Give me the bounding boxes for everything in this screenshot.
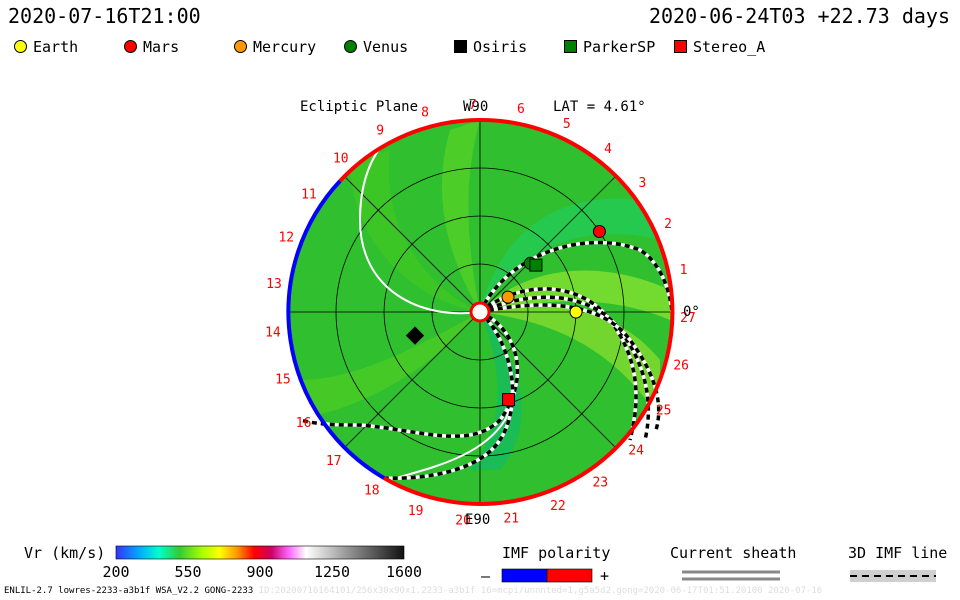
carrington-tick-label: 12 <box>278 230 294 245</box>
run-time-offset: 2020-06-24T03 +22.73 days <box>648 4 950 28</box>
imf-plus-label: + <box>600 567 609 585</box>
legend-label: Mercury <box>253 38 317 56</box>
vr-colorbar <box>115 545 405 560</box>
carrington-tick-label: 18 <box>364 484 380 499</box>
legend-osiris: Osiris <box>454 38 527 56</box>
parkersp-marker-icon <box>564 40 577 53</box>
colorbar-tick-label: 1250 <box>314 563 350 581</box>
run-footer: ENLIL-2.7 lowres-2233-a3b1f WSA_V2.2 GON… <box>4 586 822 596</box>
colorbar-tick-label: 200 <box>102 563 129 581</box>
imf-positive-swatch <box>546 568 593 583</box>
colorbar-tick-label: 900 <box>246 563 273 581</box>
carrington-tick-label: 15 <box>275 373 291 388</box>
carrington-tick-label: 9 <box>376 124 384 139</box>
body-marker-osiris <box>405 326 425 345</box>
edge-positive-polarity <box>338 117 675 506</box>
footer-faint-text: ID:20200716164101/256x30x90x1.2233-a3b1f… <box>258 586 823 596</box>
colorbar-ticks: 200 550 900 1250 1600 <box>102 563 422 581</box>
legend-label: Mars <box>143 38 180 56</box>
legend-label: Earth <box>33 38 79 56</box>
body-marker-stereo-a <box>502 393 515 407</box>
legend-label: Osiris <box>473 38 528 56</box>
body-marker-parkersp <box>529 258 543 272</box>
carrington-tick-label: 25 <box>656 404 672 419</box>
legend-label: Stereo_A <box>693 38 766 56</box>
carrington-tick-label: 8 <box>421 105 429 120</box>
carrington-tick-label: 17 <box>326 454 342 469</box>
legend-venus: Venus <box>344 38 408 56</box>
body-legend: Earth Mars Mercury Venus Osiris ParkerSP… <box>0 38 960 60</box>
earth-marker-icon <box>14 40 27 53</box>
carrington-tick-label: 23 <box>592 476 608 491</box>
colorbar-tick-label: 550 <box>174 563 201 581</box>
plot-title: Ecliptic Plane <box>300 99 418 115</box>
bottom-direction-label: E90 <box>465 512 490 528</box>
right-direction-label: 0° <box>683 304 700 320</box>
current-sheath-lines <box>299 240 674 480</box>
legend-mars: Mars <box>124 38 179 56</box>
sun-marker <box>469 301 491 323</box>
carrington-tick-label: 4 <box>604 142 612 157</box>
body-marker-mars <box>592 225 606 238</box>
vr-label: Vr (km/s) <box>24 544 105 562</box>
carrington-tick-label: 2 <box>664 217 672 232</box>
mars-marker-icon <box>124 40 137 53</box>
carrington-tick-label: 10 <box>333 151 349 166</box>
carrington-tick-label: 5 <box>563 117 571 132</box>
mercury-marker-icon <box>234 40 247 53</box>
carrington-tick-label: 21 <box>503 512 519 527</box>
carrington-tick-label: 26 <box>673 359 689 374</box>
carrington-tick-label: 22 <box>550 499 566 514</box>
carrington-tick-label: 13 <box>266 277 282 292</box>
carrington-tick-label: 1 <box>680 263 688 278</box>
carrington-tick-label: 16 <box>296 416 312 431</box>
carrington-tick-label: 14 <box>265 325 281 340</box>
body-marker-earth <box>569 305 583 319</box>
legend-label: Venus <box>363 38 409 56</box>
legend-label: ParkerSP <box>583 38 656 56</box>
colorbar-tick-label: 1600 <box>386 563 422 581</box>
imf-polarity-title: IMF polarity <box>502 544 610 562</box>
carrington-tick-label: 24 <box>628 443 644 458</box>
carrington-tick-label: 27 <box>680 311 696 326</box>
osiris-marker-icon <box>454 40 467 53</box>
current-sheath-title: Current sheath <box>670 544 796 562</box>
body-marker-mercury <box>501 290 515 304</box>
body-markers <box>405 225 606 407</box>
legend-parkersp: ParkerSP <box>564 38 655 56</box>
latitude-label: LAT = 4.61° <box>553 99 646 115</box>
legend-mercury: Mercury <box>234 38 316 56</box>
footer-text: ENLIL-2.7 lowres-2233-a3b1f WSA_V2.2 GON… <box>4 586 254 596</box>
carrington-tick-label: 6 <box>517 102 525 117</box>
top-direction-label: W90 <box>463 99 488 115</box>
edge-negative-polarity <box>286 179 386 480</box>
carrington-tick-label: 7 <box>469 98 477 113</box>
carrington-tick-label: 19 <box>408 504 424 519</box>
imf-minus-label: – <box>481 567 491 585</box>
venus-marker-icon <box>344 40 357 53</box>
carrington-tick-label: 20 <box>455 513 471 528</box>
carrington-tick-label: 11 <box>301 188 317 203</box>
model-time: 2020-07-16T21:00 <box>8 4 201 28</box>
legend-earth: Earth <box>14 38 78 56</box>
imf-negative-swatch <box>501 568 548 583</box>
carrington-tick-label: 3 <box>638 176 646 191</box>
legend-stereo-a: Stereo_A <box>674 38 765 56</box>
imf3d-title: 3D IMF line <box>848 544 947 562</box>
stereo-a-marker-icon <box>674 40 687 53</box>
